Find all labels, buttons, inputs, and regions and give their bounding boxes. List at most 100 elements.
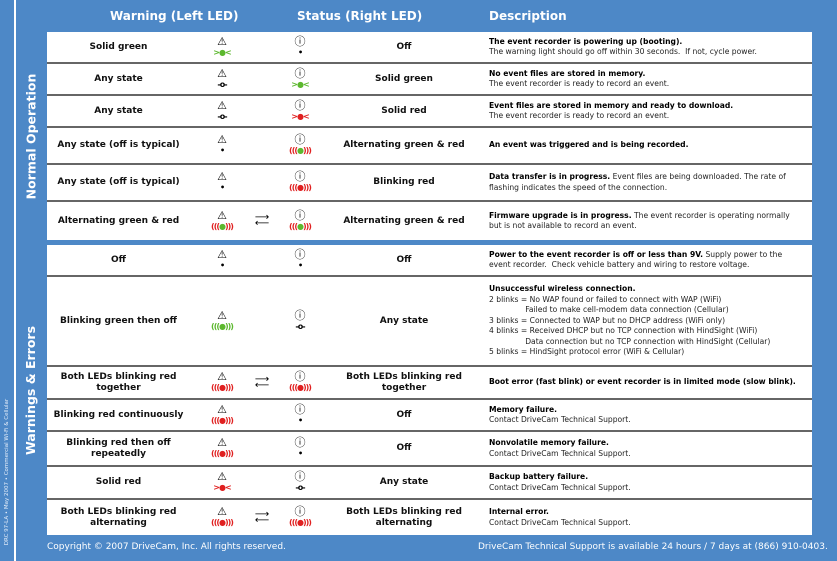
description-line: The event recorder is ready to record an… bbox=[489, 111, 670, 120]
led-blink-alt-icon: (((●))) bbox=[211, 221, 234, 231]
description-line: Contact DriveCam Technical Support. bbox=[489, 482, 631, 492]
description-title: Power to the event recorder is off or le… bbox=[489, 249, 704, 259]
led-blink-red-icon: (((●))) bbox=[289, 183, 312, 192]
status-state: Both LEDs blinking red together bbox=[346, 371, 462, 393]
status-led-icon: ⓘ (((●))) bbox=[285, 506, 315, 529]
status-led-icon: ⓘ (((●))) bbox=[285, 171, 315, 194]
status-exclamation-icon: ⓘ bbox=[294, 370, 306, 383]
normal-operation-table: Solid green ⚠ >●< ⓘ • Off The event record… bbox=[47, 32, 812, 240]
warning-state: Alternating green & red bbox=[57, 215, 180, 226]
warning-state: Both LEDs blinking red together bbox=[60, 371, 177, 393]
status-exclamation-icon: ⓘ bbox=[294, 436, 306, 449]
description: Unsuccessful wireless connection. 2 blink… bbox=[489, 284, 809, 358]
warning-led-icon: ⚠ >●< bbox=[207, 36, 237, 59]
warning-led-icon: ⚠ • bbox=[207, 171, 237, 194]
table-row: Any state ⚠ -o- ⓘ >●< Solid green No event… bbox=[47, 64, 812, 96]
description-text: The event recorder is operating normally bbox=[631, 210, 790, 220]
description-line: Contact DriveCam Technical Support. bbox=[489, 415, 631, 424]
description: The event recorder is powering up (booti… bbox=[489, 37, 809, 58]
warning-led-icon: ⚠ (((●))) bbox=[207, 506, 237, 529]
table-row: Any state (off is typical) ⚠ • ⓘ (((●))) B… bbox=[47, 165, 812, 202]
warning-led-icon: ⚠ (((●))) bbox=[207, 371, 237, 394]
led-blink-red-icon: (((●))) bbox=[211, 383, 234, 392]
status-state: Any state bbox=[379, 315, 429, 326]
led-solid-green-icon: >●< bbox=[213, 47, 231, 57]
section-label-normal: Normal Operation bbox=[18, 32, 44, 240]
led-any-icon: -o- bbox=[217, 79, 227, 89]
description-title: Boot error (fast blink) or event recorde… bbox=[489, 377, 796, 387]
table-row: Both LEDs blinking red alternating ⚠ (((●… bbox=[47, 500, 812, 535]
description-line: 2 blinks = No WAP found or failed to con… bbox=[489, 294, 722, 304]
description-text: Supply power to the bbox=[703, 249, 783, 259]
description-line: Contact DriveCam Technical Support. bbox=[489, 517, 631, 527]
document-code-text: DRC 97-LA • May 2007 • Commercial Wi-Fi … bbox=[4, 398, 11, 546]
status-state: Any state bbox=[379, 477, 429, 487]
led-blink-red-icon: (((●))) bbox=[211, 449, 234, 458]
status-led-icon: ⓘ • bbox=[285, 437, 315, 460]
warning-led-icon: ⚠ >●< bbox=[207, 471, 237, 494]
description: No event files are stored in memory. The … bbox=[489, 69, 809, 90]
warning-triangle-icon: ⚠ bbox=[217, 208, 227, 222]
status-state: Off bbox=[396, 254, 412, 265]
status-exclamation-icon: ⓘ bbox=[294, 505, 306, 518]
status-state: Both LEDs blinking red alternating bbox=[346, 506, 462, 528]
section-label-text: Warnings & Errors bbox=[23, 325, 39, 455]
description-title: Internal error. bbox=[489, 507, 549, 516]
description-title: No event files are stored in memory. bbox=[489, 68, 646, 78]
status-led-icon: ⓘ >●< bbox=[285, 68, 315, 91]
led-any-icon: -o- bbox=[217, 111, 227, 121]
status-exclamation-icon: ⓘ bbox=[294, 308, 306, 322]
header-status: Status (Right LED) bbox=[297, 9, 423, 23]
warning-triangle-icon: ⚠ bbox=[217, 247, 227, 261]
table-row: Blinking green then off ⚠ (((●))) ⓘ -o- An… bbox=[47, 277, 812, 367]
description-line: flashing indicates the speed of the conn… bbox=[489, 182, 668, 192]
led-blink-alt-icon: (((●))) bbox=[289, 146, 312, 155]
description-title: Nonvolatile memory failure. bbox=[489, 438, 609, 447]
led-blink-red-icon: (((●))) bbox=[211, 518, 234, 527]
warning-triangle-icon: ⚠ bbox=[217, 505, 227, 518]
description-title: Data transfer is in progress. bbox=[489, 172, 611, 181]
warning-triangle-icon: ⚠ bbox=[217, 370, 227, 383]
description: Memory failure. Contact DriveCam Technica… bbox=[489, 405, 809, 426]
led-off-icon: • bbox=[219, 146, 225, 155]
warning-led-icon: ⚠ • bbox=[207, 134, 237, 157]
description-line: 3 blinks = Connected to WAP but no DHCP … bbox=[489, 315, 726, 325]
description-title: Firmware upgrade is in progress. bbox=[489, 210, 632, 220]
status-led-icon: ⓘ • bbox=[285, 36, 315, 59]
status-exclamation-icon: ⓘ bbox=[294, 34, 306, 48]
status-exclamation-icon: ⓘ bbox=[294, 402, 306, 416]
warning-triangle-icon: ⚠ bbox=[217, 436, 227, 449]
section-label-warnings: Warnings & Errors bbox=[18, 245, 44, 535]
table-row: Both LEDs blinking red together ⚠ (((●)))… bbox=[47, 367, 812, 400]
status-state: Solid red bbox=[381, 105, 427, 116]
description: An event was triggered and is being reco… bbox=[489, 140, 809, 151]
description: Power to the event recorder is off or le… bbox=[489, 250, 809, 271]
table-row: Blinking red then off repeatedly ⚠ (((●))… bbox=[47, 432, 812, 467]
warning-triangle-icon: ⚠ bbox=[217, 133, 227, 146]
description: Backup battery failure. Contact DriveCam … bbox=[489, 472, 809, 493]
warning-state: Blinking red then off repeatedly bbox=[66, 437, 171, 459]
status-state: Alternating green & red bbox=[343, 140, 465, 150]
warning-led-icon: ⚠ (((●))) bbox=[207, 310, 237, 333]
description-title: The event recorder is powering up (booti… bbox=[489, 36, 683, 46]
status-state: Off bbox=[396, 41, 412, 52]
header-description: Description bbox=[489, 9, 567, 23]
warning-led-icon: ⚠ • bbox=[207, 249, 237, 272]
description-title: Unsuccessful wireless connection. bbox=[489, 284, 636, 294]
header-warning: Warning (Left LED) bbox=[110, 9, 239, 23]
description-line: Data connection but no TCP connection wi… bbox=[489, 336, 771, 346]
warning-led-icon: ⚠ -o- bbox=[207, 100, 237, 123]
warning-state: Any state (off is typical) bbox=[57, 177, 180, 187]
description: Internal error. Contact DriveCam Technica… bbox=[489, 507, 809, 528]
warning-triangle-icon: ⚠ bbox=[217, 308, 227, 322]
status-exclamation-icon: ⓘ bbox=[294, 247, 306, 261]
table-row: Off ⚠ • ⓘ • Off Power to the event recorde… bbox=[47, 245, 812, 277]
status-led-icon: ⓘ -o- bbox=[285, 310, 315, 333]
led-solid-red-icon: >●< bbox=[291, 111, 309, 121]
status-state: Alternating green & red bbox=[343, 215, 465, 226]
warning-state: Blinking red continuously bbox=[53, 409, 184, 420]
description-line: 4 blinks = Received DHCP but no TCP conn… bbox=[489, 326, 758, 336]
status-led-icon: ⓘ (((●))) bbox=[285, 210, 315, 233]
warning-led-icon: ⚠ (((●))) bbox=[207, 437, 237, 460]
warning-triangle-icon: ⚠ bbox=[217, 402, 227, 416]
